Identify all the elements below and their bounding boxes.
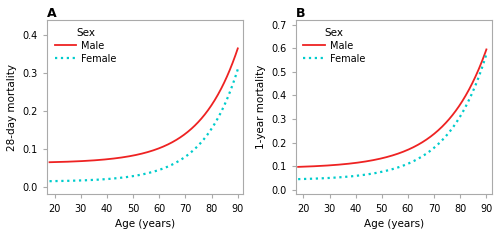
Legend: Male, Female: Male, Female xyxy=(300,24,369,67)
Text: A: A xyxy=(47,7,56,20)
X-axis label: Age (years): Age (years) xyxy=(364,219,424,229)
X-axis label: Age (years): Age (years) xyxy=(115,219,175,229)
Y-axis label: 28-day mortality: 28-day mortality xyxy=(7,64,17,151)
Y-axis label: 1-year mortality: 1-year mortality xyxy=(256,65,266,149)
Text: B: B xyxy=(296,7,305,20)
Legend: Male, Female: Male, Female xyxy=(51,24,120,67)
